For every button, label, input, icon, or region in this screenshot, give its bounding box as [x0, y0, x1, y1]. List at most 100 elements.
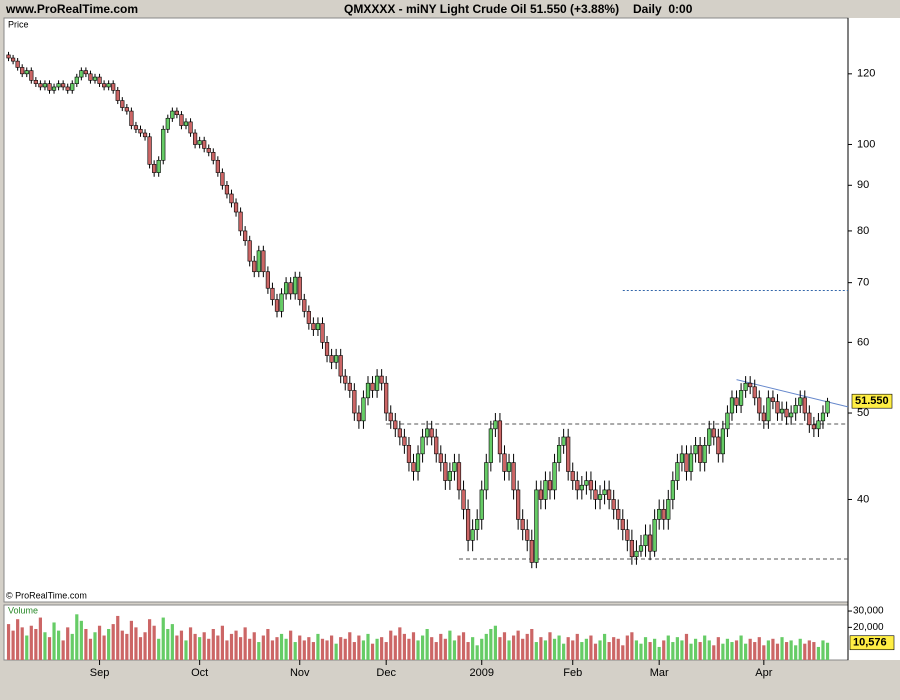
volume-bar	[325, 640, 329, 660]
candle-body	[593, 489, 598, 500]
candle-body	[329, 355, 334, 363]
candle-body	[370, 382, 375, 391]
candle-body	[629, 539, 634, 558]
volume-bar	[193, 633, 197, 660]
volume-bar	[84, 628, 88, 660]
candle-body	[702, 445, 707, 463]
candle-body	[475, 519, 480, 530]
candle-body	[197, 140, 202, 145]
y-axis-area	[848, 18, 900, 660]
volume-bar	[207, 638, 211, 660]
candle-body	[707, 428, 712, 446]
candle-body	[488, 428, 493, 463]
volume-bar	[157, 638, 161, 660]
candle-body	[720, 428, 725, 455]
candle-body	[825, 400, 830, 414]
volume-bar	[575, 633, 579, 660]
candle-body	[61, 83, 66, 88]
x-tick-label: Nov	[290, 667, 310, 679]
volume-bar	[70, 633, 74, 660]
candle-body	[766, 397, 771, 422]
candle-body	[575, 480, 580, 491]
volume-bar	[93, 632, 97, 660]
volume-bar	[657, 646, 661, 660]
candle-body	[725, 412, 730, 430]
volume-bar	[252, 632, 256, 660]
volume-bar	[425, 628, 429, 660]
candle-body	[379, 375, 384, 384]
candle-body	[807, 412, 812, 426]
volume-bar	[16, 619, 20, 660]
candle-body	[238, 211, 243, 232]
candle-body	[374, 375, 380, 391]
candle-body	[206, 148, 211, 153]
volume-bar	[552, 638, 557, 660]
volume-bar	[480, 638, 484, 660]
candle-body	[434, 436, 439, 455]
candle-body	[343, 375, 348, 384]
volume-bar	[279, 633, 284, 660]
candle-body	[716, 436, 721, 455]
volume-bar	[493, 625, 497, 660]
volume-bar	[116, 615, 120, 660]
candle-body	[511, 462, 516, 491]
candle-body	[92, 76, 98, 81]
volume-bar	[703, 635, 707, 660]
y-tick-label: 70	[857, 277, 869, 289]
volume-bar	[407, 638, 411, 660]
candle-body	[520, 519, 525, 530]
volume-bar	[502, 632, 507, 660]
volume-bar	[439, 633, 443, 660]
candle-body	[283, 282, 289, 295]
volume-bar	[393, 635, 397, 660]
candle-body	[556, 445, 562, 463]
volume-bar	[339, 637, 343, 660]
volume-bar	[584, 638, 588, 660]
volume-bar	[475, 645, 479, 660]
candle-body	[711, 428, 716, 438]
candle-body	[56, 83, 61, 88]
candle-body	[29, 70, 34, 81]
volume-bar	[807, 640, 811, 660]
x-tick-label: Sep	[90, 667, 110, 679]
volume-bar	[166, 628, 170, 660]
volume-bar	[357, 635, 361, 660]
volume-bar	[161, 617, 165, 660]
volume-bar	[380, 637, 384, 660]
candle-body	[65, 86, 70, 91]
candle-body	[406, 445, 412, 463]
x-tick-label: Feb	[563, 667, 582, 679]
y-tick-label: 60	[857, 336, 869, 348]
candle-body	[770, 397, 776, 402]
volume-bar	[302, 640, 306, 660]
candle-body	[465, 508, 471, 541]
candle-body	[698, 445, 703, 463]
candle-body	[670, 480, 675, 500]
volume-bar	[489, 628, 493, 660]
candle-body	[352, 390, 357, 414]
volume-bar	[825, 642, 830, 660]
candle-body	[666, 499, 671, 520]
candle-body	[311, 323, 316, 330]
volume-bar	[448, 630, 452, 660]
candle-body	[497, 420, 503, 455]
volume-bar	[684, 633, 689, 660]
volume-bar	[234, 630, 238, 660]
candle-body	[738, 390, 744, 406]
period: Daily 0:00	[633, 2, 693, 16]
candle-body	[115, 90, 120, 101]
candle-body	[779, 408, 785, 414]
volume-bar	[643, 637, 648, 660]
candle-body	[479, 489, 484, 520]
volume-bar	[216, 635, 220, 660]
candle-body	[192, 132, 198, 145]
candle-body	[529, 539, 534, 563]
candle-body	[156, 159, 161, 173]
volume-bar	[107, 628, 111, 660]
candle-body	[215, 159, 220, 173]
volume-bar	[38, 617, 42, 660]
candle-body	[147, 136, 152, 165]
volume-bar	[375, 638, 379, 660]
candle-body	[661, 508, 666, 520]
